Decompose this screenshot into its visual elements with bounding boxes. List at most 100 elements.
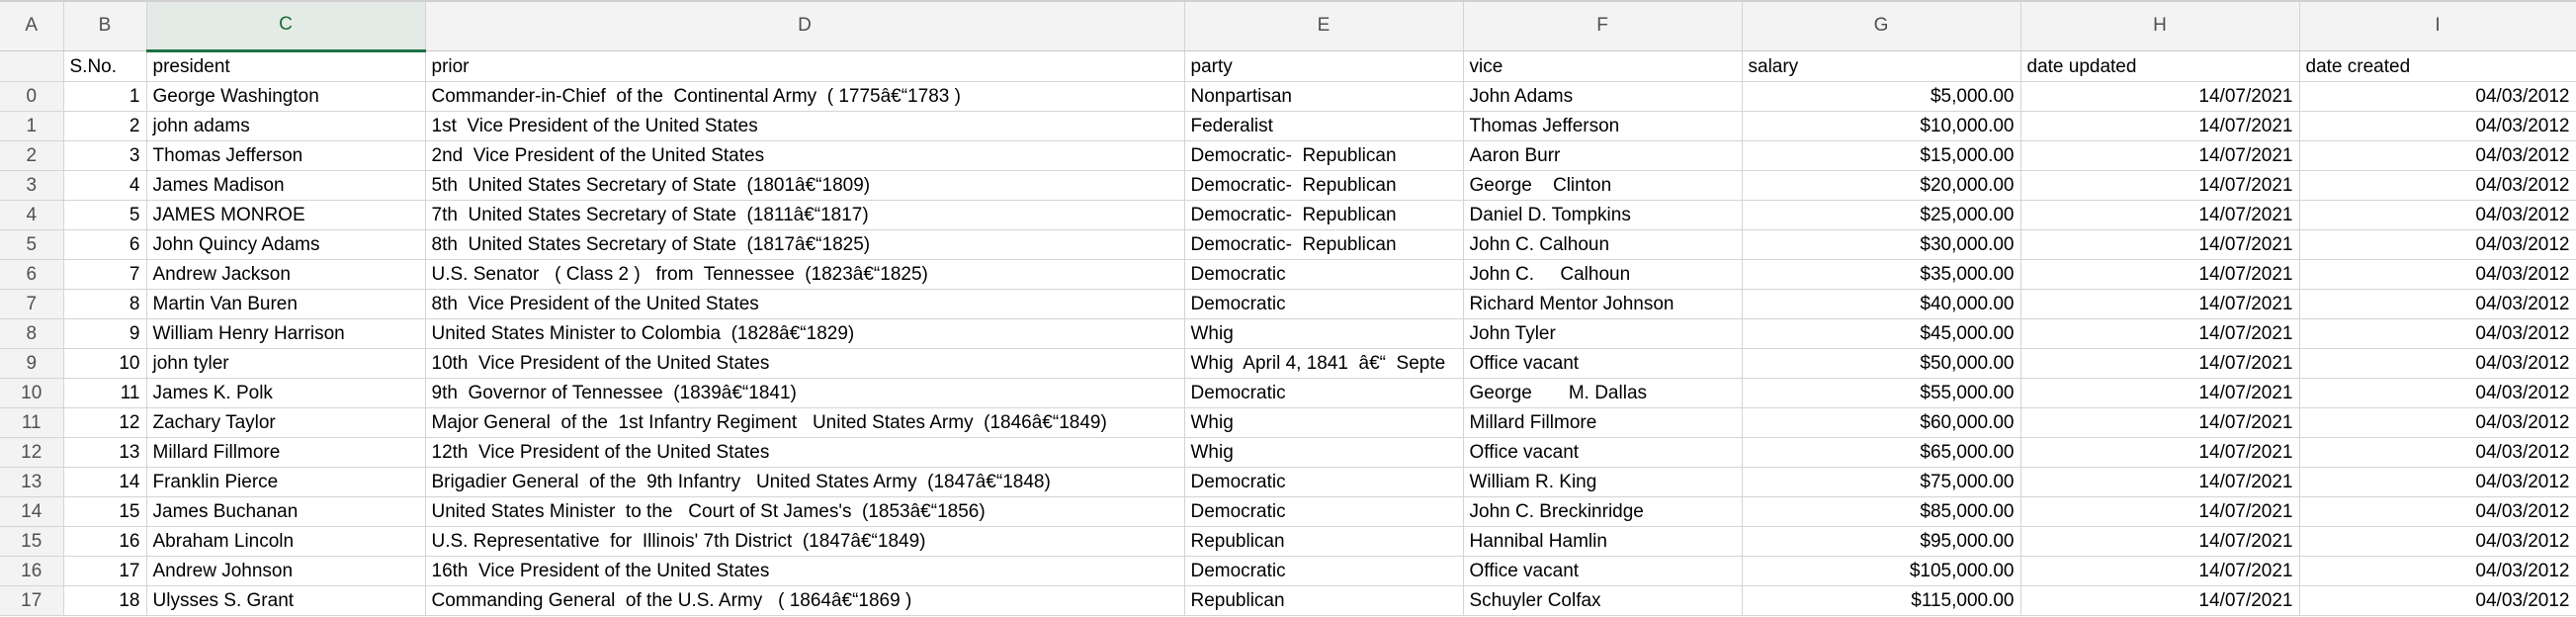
president-cell[interactable]: john adams	[146, 111, 426, 141]
president-cell[interactable]: Millard Fillmore	[146, 437, 426, 468]
header-cell-index[interactable]	[0, 50, 64, 82]
party-cell[interactable]: Republican	[1184, 526, 1464, 557]
party-cell[interactable]: Democratic- Republican	[1184, 200, 1464, 230]
president-cell[interactable]: Abraham Lincoln	[146, 526, 426, 557]
sno-cell[interactable]: 13	[63, 437, 147, 468]
date-updated-cell[interactable]: 14/07/2021	[2020, 81, 2300, 112]
header-cell-vice[interactable]: vice	[1463, 50, 1743, 82]
date-created-cell[interactable]: 04/03/2012	[2299, 259, 2576, 290]
row-index-cell[interactable]: 10	[0, 378, 64, 408]
prior-cell[interactable]: Major General of the 1st Infantry Regime…	[425, 407, 1185, 438]
date-updated-cell[interactable]: 14/07/2021	[2020, 407, 2300, 438]
salary-cell[interactable]: $30,000.00	[1742, 229, 2021, 260]
prior-cell[interactable]: 8th United States Secretary of State (18…	[425, 229, 1185, 260]
prior-cell[interactable]: Commanding General of the U.S. Army ( 18…	[425, 585, 1185, 616]
sno-cell[interactable]: 4	[63, 170, 147, 201]
date-updated-cell[interactable]: 14/07/2021	[2020, 556, 2300, 586]
salary-cell[interactable]: $60,000.00	[1742, 407, 2021, 438]
date-created-cell[interactable]: 04/03/2012	[2299, 200, 2576, 230]
row-index-cell[interactable]: 5	[0, 229, 64, 260]
date-created-cell[interactable]: 04/03/2012	[2299, 467, 2576, 497]
date-created-cell[interactable]: 04/03/2012	[2299, 437, 2576, 468]
salary-cell[interactable]: $50,000.00	[1742, 348, 2021, 379]
vice-cell[interactable]: Schuyler Colfax	[1463, 585, 1743, 616]
date-updated-cell[interactable]: 14/07/2021	[2020, 585, 2300, 616]
sno-cell[interactable]: 3	[63, 140, 147, 171]
prior-cell[interactable]: 1st Vice President of the United States	[425, 111, 1185, 141]
row-index-cell[interactable]: 9	[0, 348, 64, 379]
sno-cell[interactable]: 7	[63, 259, 147, 290]
president-cell[interactable]: James Buchanan	[146, 496, 426, 527]
date-created-cell[interactable]: 04/03/2012	[2299, 170, 2576, 201]
column-header-I[interactable]: I	[2299, 0, 2576, 51]
sno-cell[interactable]: 8	[63, 289, 147, 319]
prior-cell[interactable]: 9th Governor of Tennessee (1839â€“1841)	[425, 378, 1185, 408]
date-updated-cell[interactable]: 14/07/2021	[2020, 467, 2300, 497]
prior-cell[interactable]: 16th Vice President of the United States	[425, 556, 1185, 586]
vice-cell[interactable]: John Adams	[1463, 81, 1743, 112]
party-cell[interactable]: Whig	[1184, 407, 1464, 438]
sno-cell[interactable]: 12	[63, 407, 147, 438]
prior-cell[interactable]: U.S. Senator ( Class 2 ) from Tennessee …	[425, 259, 1185, 290]
prior-cell[interactable]: 10th Vice President of the United States	[425, 348, 1185, 379]
salary-cell[interactable]: $75,000.00	[1742, 467, 2021, 497]
party-cell[interactable]: Democratic	[1184, 289, 1464, 319]
header-cell-prior[interactable]: prior	[425, 50, 1185, 82]
column-header-H[interactable]: H	[2020, 0, 2300, 51]
party-cell[interactable]: Whig	[1184, 437, 1464, 468]
salary-cell[interactable]: $65,000.00	[1742, 437, 2021, 468]
date-updated-cell[interactable]: 14/07/2021	[2020, 111, 2300, 141]
vice-cell[interactable]: Daniel D. Tompkins	[1463, 200, 1743, 230]
prior-cell[interactable]: U.S. Representative for Illinois' 7th Di…	[425, 526, 1185, 557]
vice-cell[interactable]: John C. Breckinridge	[1463, 496, 1743, 527]
vice-cell[interactable]: George Clinton	[1463, 170, 1743, 201]
date-created-cell[interactable]: 04/03/2012	[2299, 407, 2576, 438]
sno-cell[interactable]: 6	[63, 229, 147, 260]
sno-cell[interactable]: 15	[63, 496, 147, 527]
party-cell[interactable]: Democratic	[1184, 467, 1464, 497]
sno-cell[interactable]: 14	[63, 467, 147, 497]
salary-cell[interactable]: $45,000.00	[1742, 318, 2021, 349]
header-cell-date-created[interactable]: date created	[2299, 50, 2576, 82]
vice-cell[interactable]: Hannibal Hamlin	[1463, 526, 1743, 557]
prior-cell[interactable]: United States Minister to the Court of S…	[425, 496, 1185, 527]
column-header-A[interactable]: A	[0, 0, 64, 51]
row-index-cell[interactable]: 17	[0, 585, 64, 616]
sno-cell[interactable]: 10	[63, 348, 147, 379]
vice-cell[interactable]: Thomas Jefferson	[1463, 111, 1743, 141]
salary-cell[interactable]: $15,000.00	[1742, 140, 2021, 171]
sno-cell[interactable]: 11	[63, 378, 147, 408]
salary-cell[interactable]: $10,000.00	[1742, 111, 2021, 141]
date-created-cell[interactable]: 04/03/2012	[2299, 140, 2576, 171]
date-updated-cell[interactable]: 14/07/2021	[2020, 318, 2300, 349]
prior-cell[interactable]: 12th Vice President of the United States	[425, 437, 1185, 468]
party-cell[interactable]: Federalist	[1184, 111, 1464, 141]
prior-cell[interactable]: Commander-in-Chief of the Continental Ar…	[425, 81, 1185, 112]
date-created-cell[interactable]: 04/03/2012	[2299, 111, 2576, 141]
president-cell[interactable]: Zachary Taylor	[146, 407, 426, 438]
party-cell[interactable]: Whig April 4, 1841 â€“ Septe	[1184, 348, 1464, 379]
row-index-cell[interactable]: 12	[0, 437, 64, 468]
president-cell[interactable]: Martin Van Buren	[146, 289, 426, 319]
sno-cell[interactable]: 1	[63, 81, 147, 112]
row-index-cell[interactable]: 16	[0, 556, 64, 586]
party-cell[interactable]: Democratic	[1184, 556, 1464, 586]
row-index-cell[interactable]: 15	[0, 526, 64, 557]
row-index-cell[interactable]: 13	[0, 467, 64, 497]
salary-cell[interactable]: $40,000.00	[1742, 289, 2021, 319]
salary-cell[interactable]: $5,000.00	[1742, 81, 2021, 112]
party-cell[interactable]: Democratic- Republican	[1184, 229, 1464, 260]
salary-cell[interactable]: $95,000.00	[1742, 526, 2021, 557]
vice-cell[interactable]: John C. Calhoun	[1463, 259, 1743, 290]
date-updated-cell[interactable]: 14/07/2021	[2020, 289, 2300, 319]
header-cell-sno[interactable]: S.No.	[63, 50, 147, 82]
date-created-cell[interactable]: 04/03/2012	[2299, 585, 2576, 616]
vice-cell[interactable]: William R. King	[1463, 467, 1743, 497]
date-updated-cell[interactable]: 14/07/2021	[2020, 170, 2300, 201]
row-index-cell[interactable]: 6	[0, 259, 64, 290]
salary-cell[interactable]: $20,000.00	[1742, 170, 2021, 201]
header-cell-salary[interactable]: salary	[1742, 50, 2021, 82]
date-updated-cell[interactable]: 14/07/2021	[2020, 348, 2300, 379]
salary-cell[interactable]: $85,000.00	[1742, 496, 2021, 527]
sno-cell[interactable]: 18	[63, 585, 147, 616]
